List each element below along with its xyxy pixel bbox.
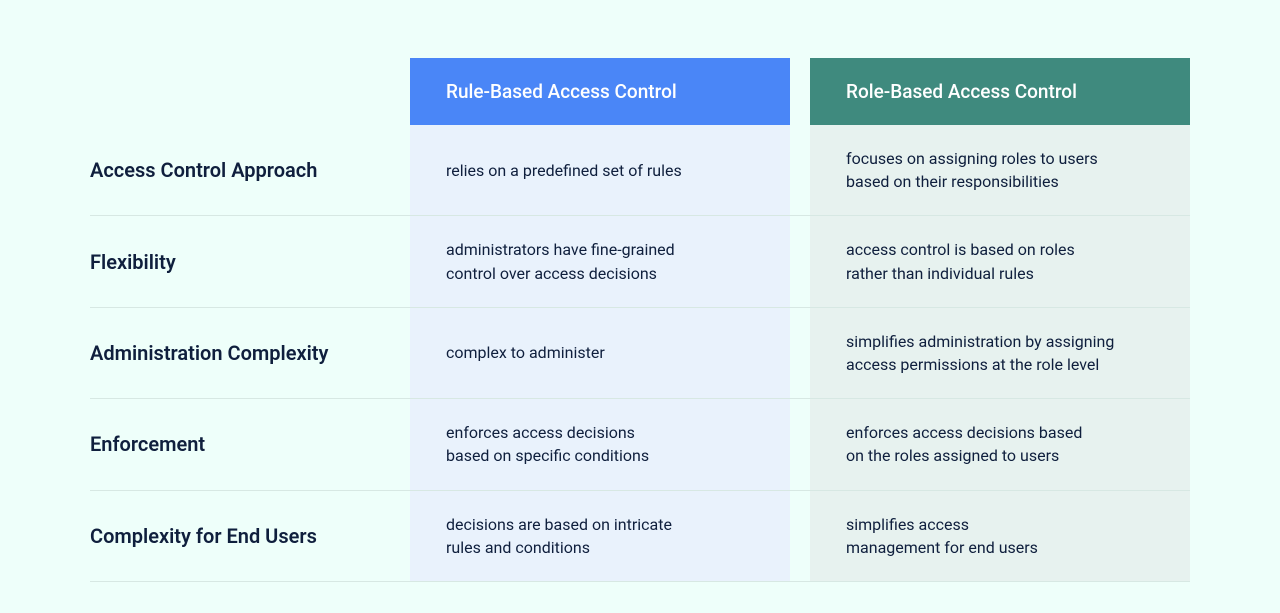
column-b-header: Role-Based Access Control: [810, 58, 1190, 125]
row-label-text: Enforcement: [90, 432, 205, 456]
cell-b: enforces access decisions based on the r…: [810, 399, 1190, 490]
column-a-title: Rule-Based Access Control: [446, 80, 677, 103]
cell-b-text: access control is based on roles rather …: [846, 238, 1075, 284]
row-label-text: Access Control Approach: [90, 158, 317, 182]
cell-a: relies on a predefined set of rules: [410, 125, 790, 216]
column-a-header: Rule-Based Access Control: [410, 58, 790, 125]
cell-b-text: focuses on assigning roles to users base…: [846, 147, 1098, 193]
cell-b: access control is based on roles rather …: [810, 216, 1190, 307]
comparison-table-container: Rule-Based Access Control Role-Based Acc…: [0, 0, 1280, 613]
cell-a-text: decisions are based on intricate rules a…: [446, 513, 672, 559]
cell-a-text: administrators have fine-grained control…: [446, 238, 675, 284]
row-label: Enforcement: [90, 399, 410, 490]
row-label-text: Flexibility: [90, 250, 176, 274]
cell-b: simplifies administration by assigning a…: [810, 308, 1190, 399]
cell-a-text: complex to administer: [446, 341, 605, 364]
column-b-title: Role-Based Access Control: [846, 80, 1077, 103]
column-gap: [790, 125, 810, 216]
cell-a: enforces access decisions based on speci…: [410, 399, 790, 490]
cell-a-text: relies on a predefined set of rules: [446, 159, 682, 182]
cell-b-text: enforces access decisions based on the r…: [846, 421, 1082, 467]
row-label: Administration Complexity: [90, 308, 410, 399]
row-label: Flexibility: [90, 216, 410, 307]
row-label: Access Control Approach: [90, 125, 410, 216]
comparison-grid: Rule-Based Access Control Role-Based Acc…: [90, 58, 1190, 582]
cell-a: complex to administer: [410, 308, 790, 399]
cell-b: simplifies access management for end use…: [810, 491, 1190, 582]
column-gap: [790, 399, 810, 490]
row-label-text: Administration Complexity: [90, 341, 328, 365]
cell-a-text: enforces access decisions based on speci…: [446, 421, 649, 467]
cell-b: focuses on assigning roles to users base…: [810, 125, 1190, 216]
cell-b-text: simplifies access management for end use…: [846, 513, 1038, 559]
cell-b-text: simplifies administration by assigning a…: [846, 330, 1114, 376]
header-empty-cell: [90, 58, 410, 125]
column-gap: [790, 216, 810, 307]
row-label: Complexity for End Users: [90, 491, 410, 582]
row-label-text: Complexity for End Users: [90, 524, 317, 548]
cell-a: administrators have fine-grained control…: [410, 216, 790, 307]
cell-a: decisions are based on intricate rules a…: [410, 491, 790, 582]
column-gap: [790, 491, 810, 582]
column-gap: [790, 58, 810, 125]
column-gap: [790, 308, 810, 399]
